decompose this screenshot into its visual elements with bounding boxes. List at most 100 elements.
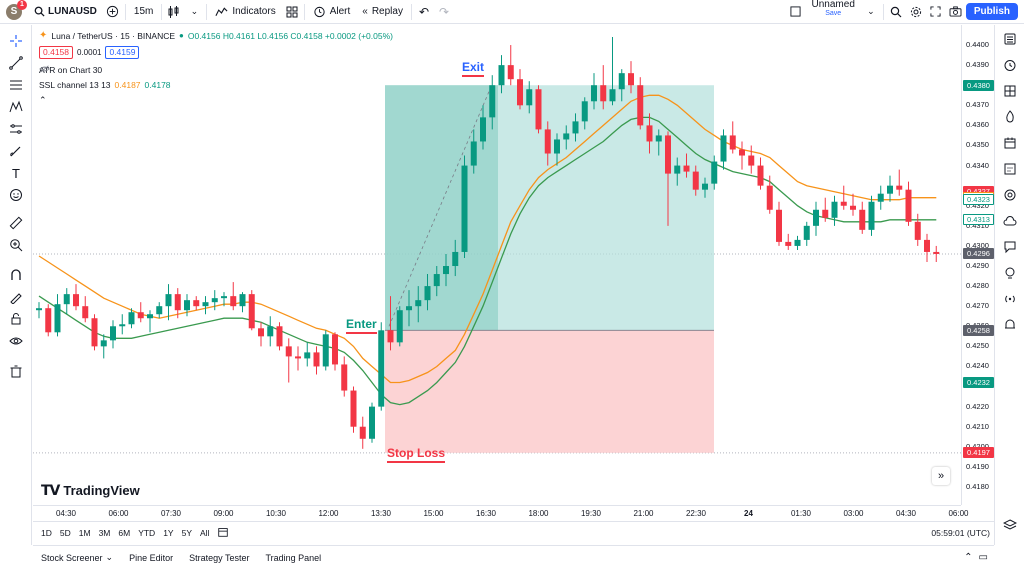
text-tool[interactable]: T (6, 163, 26, 183)
snapshot-button[interactable] (946, 2, 966, 22)
measure-tool[interactable] (6, 213, 26, 233)
goto-date-button[interactable] (213, 526, 233, 540)
calendar-button[interactable] (1000, 133, 1020, 153)
candle-body (776, 209, 782, 242)
notifications-button[interactable] (1000, 315, 1020, 335)
layout-toggle-button[interactable] (786, 2, 806, 22)
candle-body (295, 356, 301, 359)
pine-ideas-button[interactable] (1000, 263, 1020, 283)
price-tick-label: 0.4250 (966, 341, 989, 351)
ideas-stream-button[interactable] (1000, 185, 1020, 205)
hotlists-button[interactable] (1000, 107, 1020, 127)
tab-strategy-tester[interactable]: Strategy Tester (181, 553, 257, 563)
quick-search-button[interactable] (886, 2, 906, 22)
candle-body (276, 326, 283, 347)
brush-tool[interactable] (6, 141, 26, 161)
price-badge: 0.4258 (963, 324, 994, 336)
zoom-in-tool[interactable] (6, 235, 26, 255)
settings-button[interactable] (906, 2, 926, 22)
publish-button[interactable]: Publish (965, 3, 1018, 20)
templates-button[interactable] (282, 2, 302, 22)
chart-type-button[interactable] (164, 2, 184, 22)
pattern-tool[interactable] (6, 97, 26, 117)
indicators-button[interactable]: Indicators (209, 0, 281, 24)
remove-drawings-tool[interactable] (6, 361, 26, 381)
text-icon: T (12, 165, 20, 181)
magnet-tool[interactable] (6, 265, 26, 285)
price-tick-label: 0.4210 (966, 421, 989, 431)
bid-price-button[interactable]: 0.4158 (39, 46, 73, 59)
ask-price-button[interactable]: 0.4159 (105, 46, 140, 59)
layers-button[interactable] (1000, 515, 1020, 535)
magnet-icon (11, 269, 21, 280)
alerts-button[interactable] (1000, 55, 1020, 75)
prediction-tool[interactable] (6, 119, 26, 139)
time-tick-label: 07:30 (160, 509, 182, 518)
range-button-3m[interactable]: 3M (98, 527, 111, 538)
data-window-button[interactable] (1000, 81, 1020, 101)
toolbar-divider (882, 3, 884, 20)
range-button-5d[interactable]: 5D (59, 527, 71, 538)
symbol-search[interactable]: LUNAUSD (28, 0, 103, 24)
stop-loss-label: Stop Loss (385, 446, 447, 463)
maximize-panel-icon[interactable]: ▭ (978, 552, 988, 563)
layout-save-status: Save (825, 9, 842, 17)
interval-button[interactable]: 15m (133, 6, 154, 17)
chevron-up-icon[interactable]: ⌃ (964, 552, 973, 563)
candle-body (322, 334, 329, 367)
ssl-lower-line (38, 116, 937, 406)
replay-label: Replay (371, 6, 403, 17)
lock-tool[interactable] (6, 309, 26, 329)
news-button[interactable] (1000, 159, 1020, 179)
tradingview-logo[interactable]: 𝗧𝗩 TradingView (41, 482, 140, 499)
fib-tool[interactable] (6, 75, 26, 95)
bid-ask-row: 0.4158 0.0001 0.4159 (39, 46, 140, 59)
trend-line-tool[interactable] (6, 53, 26, 73)
range-button-5y[interactable]: 5Y (181, 527, 192, 538)
fullscreen-button[interactable] (926, 2, 946, 22)
emoji-tool[interactable] (6, 185, 26, 205)
hide-drawings-tool[interactable] (6, 331, 26, 351)
range-button-1d[interactable]: 1D (41, 527, 52, 538)
user-avatar[interactable]: S 1 (6, 0, 27, 20)
chevron-up-icon: ⌃ (39, 95, 47, 105)
alert-button[interactable]: Alert (307, 0, 357, 24)
price-axis[interactable]: 0.4400 0.4390 0.4370 0.4360 0.4350 0.4340 0.43… (961, 25, 994, 505)
crosshair-tool[interactable] (6, 31, 26, 51)
atr-indicator-legend[interactable]: ATR on Chart 30 (39, 65, 102, 75)
ohlc-values: O0.4156 H0.4161 L0.4156 C0.4158 +0.0002 … (187, 30, 393, 41)
range-button-1y[interactable]: 1Y (163, 527, 174, 538)
range-button-all[interactable]: All (200, 527, 210, 538)
scroll-to-realtime-button[interactable]: » (932, 467, 950, 485)
time-tick-label: 06:00 (948, 509, 969, 518)
price-tick-label: 0.4350 (966, 140, 989, 150)
layout-dropdown[interactable]: ⌄ (867, 6, 875, 16)
stay-drawing-tool[interactable] (6, 287, 26, 307)
redo-button[interactable]: ↷ (438, 4, 449, 19)
undo-button[interactable]: ↶ (418, 4, 429, 19)
streams-button[interactable] (1000, 211, 1020, 231)
range-button-ytd[interactable]: YTD (138, 527, 156, 538)
candle-body (359, 426, 366, 439)
utc-clock[interactable]: 05:59:01 (UTC) (931, 527, 990, 538)
tab-stock-screener[interactable]: Stock Screener ⌄ (33, 552, 121, 563)
watchlist-button[interactable] (1000, 29, 1020, 49)
range-button-6m[interactable]: 6M (118, 527, 131, 538)
chart-type-dropdown[interactable]: ⌄ (190, 6, 199, 16)
collapse-legend-button[interactable]: ⌃ (39, 95, 47, 106)
tab-trading-panel[interactable]: Trading Panel (257, 553, 329, 563)
replay-button[interactable]: « Replay (356, 0, 409, 24)
hidden-eye-icon[interactable] (39, 65, 50, 73)
layout-name-button[interactable]: Unnamed Save (806, 0, 861, 24)
price-chart[interactable] (33, 25, 961, 505)
time-tick-label: 12:00 (318, 509, 339, 518)
broadcast-button[interactable] (1000, 289, 1020, 309)
chart-pane[interactable]: ✦ Luna / TetherUS · 15 · BINANCE ● O0.41… (33, 25, 961, 505)
compare-symbol-button[interactable] (103, 2, 123, 22)
chats-button[interactable] (1000, 237, 1020, 257)
tab-pine-editor[interactable]: Pine Editor (121, 553, 181, 563)
range-button-1m[interactable]: 1M (78, 527, 91, 538)
ssl-indicator-legend[interactable]: SSL channel 13 13 0.4187 0.4178 (39, 80, 171, 90)
candle-body (868, 201, 875, 230)
time-axis[interactable]: 04:30 06:00 07:30 09:00 10:30 12:00 13:30 15:00… (33, 505, 969, 521)
